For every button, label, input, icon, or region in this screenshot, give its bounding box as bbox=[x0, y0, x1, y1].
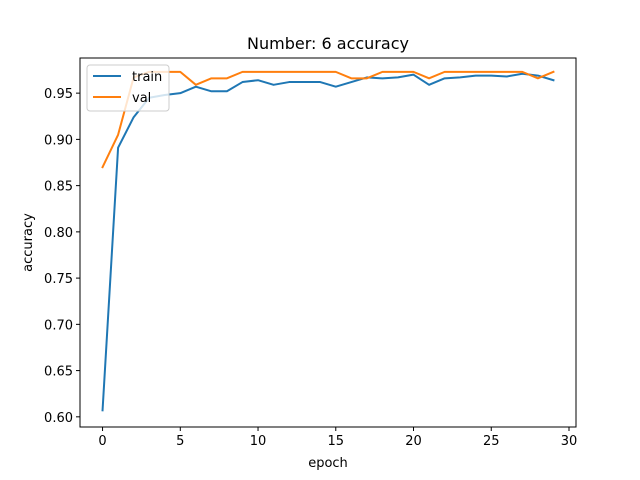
series-line-val bbox=[101, 70, 555, 169]
plot-frame bbox=[79, 57, 577, 428]
chart-title: Number: 6 accuracy bbox=[247, 34, 409, 53]
plot-area bbox=[101, 70, 555, 412]
x-tick-label: 30 bbox=[561, 434, 578, 449]
y-axis-label: accuracy bbox=[21, 213, 36, 272]
x-tick-label: 5 bbox=[176, 434, 184, 449]
y-tick-label: 0.90 bbox=[44, 133, 73, 148]
y-tick-label: 0.70 bbox=[44, 318, 73, 333]
x-tick-label: 0 bbox=[98, 434, 106, 449]
legend: train val bbox=[86, 64, 170, 112]
legend-label-val: val bbox=[132, 91, 151, 106]
y-tick-label: 0.75 bbox=[44, 272, 73, 287]
x-tick-label: 25 bbox=[483, 434, 500, 449]
x-tick-label: 10 bbox=[250, 434, 267, 449]
series-line-train bbox=[101, 72, 555, 412]
x-tick-label: 20 bbox=[405, 434, 422, 449]
axis-ticks: 0 5 10 15 20 25 30 0.60 0.65 0.70 0.75 0.80 0.85 0.90… bbox=[44, 87, 577, 449]
y-tick-label: 0.65 bbox=[44, 365, 73, 380]
y-tick-label: 0.80 bbox=[44, 226, 73, 241]
y-tick-label: 0.60 bbox=[44, 411, 73, 426]
legend-label-train: train bbox=[132, 70, 162, 85]
y-tick-label: 0.95 bbox=[44, 87, 73, 102]
x-axis-label: epoch bbox=[308, 456, 348, 471]
y-tick-label: 0.85 bbox=[44, 180, 73, 195]
x-tick-label: 15 bbox=[328, 434, 345, 449]
